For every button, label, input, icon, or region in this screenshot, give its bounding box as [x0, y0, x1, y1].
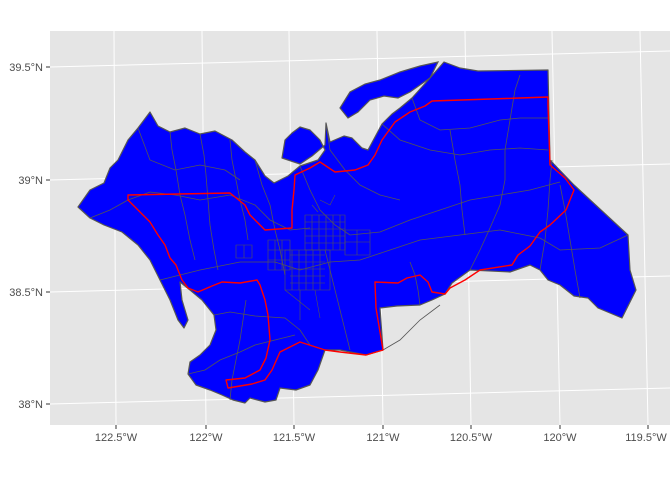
x-axis-labels: 122.5°W 122°W 121.5°W 121°W 120.5°W 120°… [95, 432, 668, 444]
x-tick-label: 121°W [366, 432, 400, 444]
x-tick-label: 122°W [189, 432, 223, 444]
urban-core-tracts [235, 194, 371, 320]
y-tick-label: 39.5°N [9, 62, 43, 74]
y-axis-ticks [46, 66, 50, 405]
x-tick-label: 121.5°W [273, 432, 316, 444]
meridian-119-5 [639, 30, 649, 426]
y-axis-labels: 39.5°N 39°N 38.5°N 38°N [9, 62, 43, 411]
x-axis-ticks [115, 425, 649, 429]
parallel-38 [49, 387, 671, 405]
x-tick-label: 119.5°W [625, 432, 667, 444]
x-tick-label: 120°W [543, 432, 577, 444]
region-polygon-north [339, 61, 440, 119]
y-tick-label: 38.5°N [9, 287, 43, 299]
district-boundary [127, 96, 575, 389]
tract-borders [89, 74, 629, 401]
x-tick-label: 122.5°W [95, 432, 138, 444]
x-tick-label: 120.5°W [450, 432, 493, 444]
y-tick-label: 39°N [18, 175, 43, 187]
parallel-39-5 [49, 50, 671, 68]
y-tick-label: 38°N [18, 399, 43, 411]
